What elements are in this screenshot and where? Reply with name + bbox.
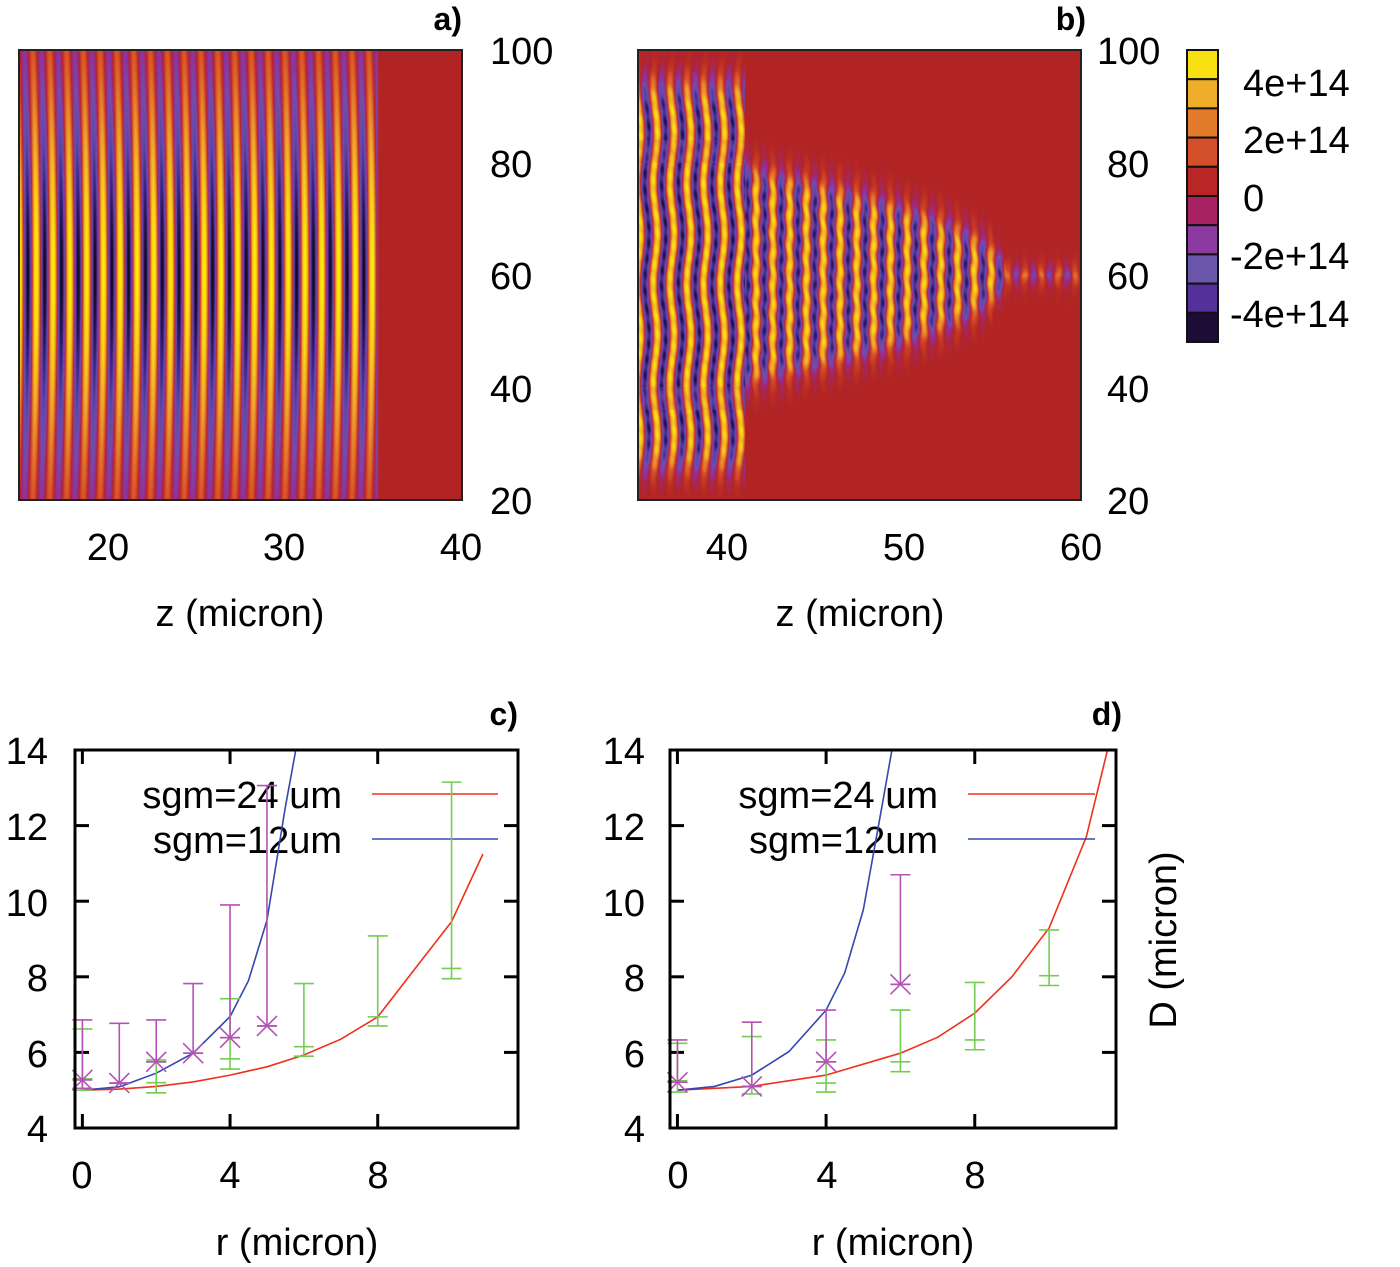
d-xlabel: r (micron) (812, 1222, 975, 1264)
c-ytick: 12 (6, 807, 48, 849)
d-ylabel: D (micron) (1143, 851, 1185, 1028)
colorbar-tick: 0 (1243, 178, 1264, 220)
colorbar-swatch (1186, 311, 1219, 343)
colorbar (1186, 49, 1219, 343)
data-point-star (219, 1027, 241, 1049)
b-xticks: 40 50 60 (706, 527, 1102, 569)
d-ytick: 12 (603, 807, 645, 849)
d-ytick: 10 (603, 883, 645, 925)
colorbar-tick: 4e+14 (1243, 63, 1350, 105)
c-ytick: 4 (27, 1109, 48, 1151)
colorbar-tick: -4e+14 (1230, 294, 1349, 336)
c-ytick: 10 (6, 883, 48, 925)
data-point-star (145, 1051, 167, 1073)
c-legend-label: sgm=12um (153, 820, 342, 862)
colorbar-swatch (1186, 107, 1219, 139)
data-point-star (182, 1042, 204, 1064)
colorbar-ticks: 4e+14 2e+14 0 -2e+14 -4e+14 (1230, 63, 1350, 336)
data-point-star (741, 1075, 763, 1097)
c-xlabel: r (micron) (216, 1222, 379, 1264)
a-ytick: 20 (490, 481, 532, 523)
colorbar-swatch (1186, 49, 1219, 81)
a-ytick: 80 (490, 144, 532, 186)
b-ytick: 80 (1107, 144, 1149, 186)
a-yticks: 100 80 60 40 20 (490, 31, 553, 523)
colorbar-swatch (1186, 78, 1219, 110)
d-yticks: 14 12 10 8 6 4 (603, 731, 645, 1151)
plot-frame (668, 748, 1118, 1130)
heatmap-b (638, 50, 1081, 500)
c-legend-label: sgm=24 um (142, 775, 342, 817)
b-xlabel: z (micron) (776, 593, 945, 635)
d-xtick: 8 (964, 1155, 985, 1197)
d-legend-label: sgm=12um (749, 820, 938, 862)
a-xtick: 40 (440, 527, 482, 569)
c-ytick: 6 (27, 1034, 48, 1076)
frame-b (637, 49, 1082, 501)
colorbar-swatch (1186, 195, 1219, 227)
colorbar-swatch (1186, 165, 1219, 198)
d-ytick: 6 (624, 1034, 645, 1076)
c-ytick: 14 (6, 731, 48, 773)
curve-sgm=24 um (82, 853, 484, 1091)
data-point-star (108, 1072, 130, 1094)
plot-d (666, 748, 1118, 1130)
c-yticks: 14 12 10 8 6 4 (6, 731, 48, 1151)
panel-label-d: d) (1092, 696, 1122, 732)
data-point-star (815, 1051, 837, 1073)
c-xtick: 8 (367, 1155, 388, 1197)
a-ytick: 40 (490, 369, 532, 411)
d-ytick: 4 (624, 1109, 645, 1151)
a-xticks: 20 30 40 (87, 527, 482, 569)
colorbar-tick: 2e+14 (1243, 120, 1350, 162)
d-xtick: 0 (667, 1155, 688, 1197)
heatmap-a (19, 50, 462, 500)
b-ytick: 20 (1107, 481, 1149, 523)
a-ytick: 100 (490, 31, 553, 73)
frame-a (18, 49, 463, 501)
b-ytick: 60 (1107, 256, 1149, 298)
b-xtick: 60 (1060, 527, 1102, 569)
curve-sgm=24 um (677, 750, 1109, 1091)
colorbar-tick: -2e+14 (1230, 236, 1349, 278)
c-ytick: 8 (27, 958, 48, 1000)
plot-c (71, 748, 520, 1130)
d-xtick: 4 (816, 1155, 837, 1197)
plot-frame (73, 748, 520, 1130)
c-xticks: 0 4 8 (71, 1155, 388, 1197)
b-xtick: 40 (706, 527, 748, 569)
panel-label-b: b) (1056, 1, 1086, 37)
panel-label-c: c) (490, 696, 518, 732)
colorbar-swatch (1186, 224, 1219, 256)
a-ytick: 60 (490, 256, 532, 298)
b-xtick: 50 (883, 527, 925, 569)
d-ytick: 8 (624, 958, 645, 1000)
d-xticks: 0 4 8 (667, 1155, 985, 1197)
a-xtick: 20 (87, 527, 129, 569)
a-xtick: 30 (263, 527, 305, 569)
c-xtick: 4 (219, 1155, 240, 1197)
colorbar-swatch (1186, 136, 1219, 168)
d-ytick: 14 (603, 731, 645, 773)
b-ytick: 40 (1107, 369, 1149, 411)
c-xtick: 0 (71, 1155, 92, 1197)
data-point-star (256, 1015, 278, 1037)
a-xlabel: z (micron) (156, 593, 325, 635)
data-point-star (889, 973, 911, 995)
colorbar-swatch (1186, 282, 1219, 314)
d-legend-label: sgm=24 um (738, 775, 938, 817)
b-ytick: 100 (1097, 31, 1160, 73)
panel-label-a: a) (434, 1, 462, 37)
colorbar-swatch (1186, 253, 1219, 285)
b-yticks: 100 80 60 40 20 (1097, 31, 1160, 523)
